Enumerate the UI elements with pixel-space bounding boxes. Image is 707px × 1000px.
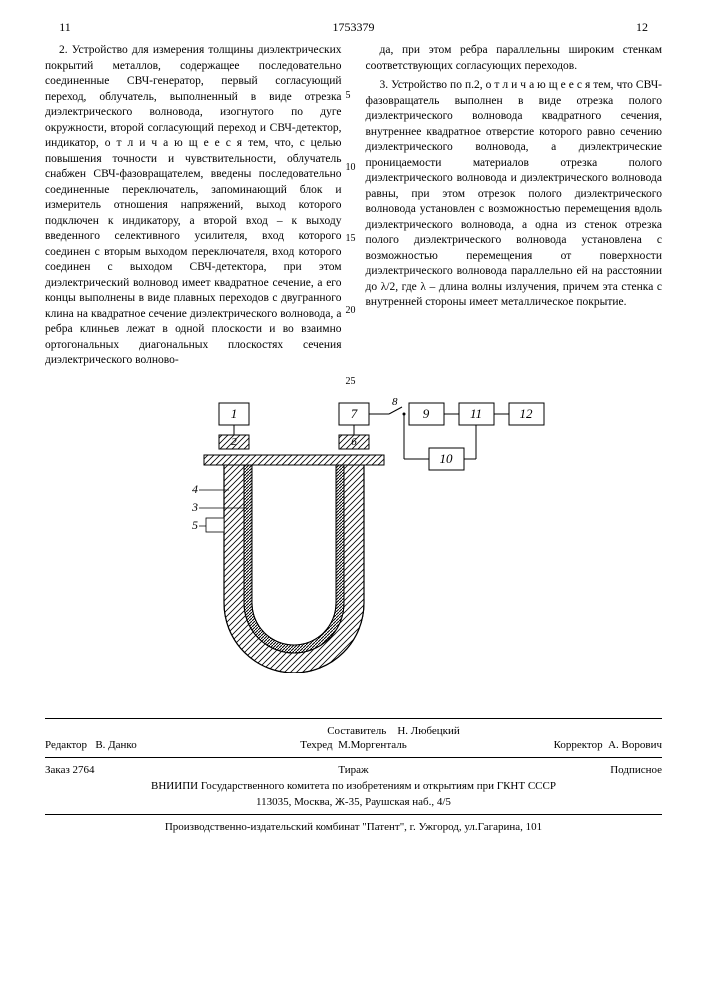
footer-corrector: Корректор А. Ворович — [456, 739, 662, 751]
box-label-9: 9 — [422, 406, 429, 421]
box-label-1: 1 — [230, 406, 237, 421]
side-label-3: 3 — [191, 500, 198, 514]
figure: 1 2 7 6 8 9 11 12 10 — [45, 393, 662, 678]
box-label-11: 11 — [469, 406, 481, 421]
claim-3-text: 3. Устройство по п.2, о т л и ч а ю щ е … — [366, 78, 663, 311]
claim-2-text: 2. Устройство для измерения толщины диэл… — [45, 43, 342, 369]
line-marker: 5 — [346, 89, 356, 103]
box-label-2: 2 — [231, 436, 237, 448]
claim-2-cont: да, при этом ребра параллельны широким с… — [366, 43, 663, 74]
page-number-left: 11 — [45, 20, 85, 35]
line-marker: 15 — [346, 232, 356, 246]
column-left: 2. Устройство для измерения толщины диэл… — [45, 43, 342, 373]
schematic-diagram: 1 2 7 6 8 9 11 12 10 — [144, 393, 564, 673]
footer-techred: Техред М.Моргенталь — [251, 739, 457, 751]
box-label-8: 8 — [392, 396, 398, 408]
side-label-5: 5 — [192, 518, 198, 532]
text-columns: 2. Устройство для измерения толщины диэл… — [45, 43, 662, 373]
header: 11 1753379 12 — [45, 20, 662, 35]
footer-editor: Редактор В. Данко — [45, 739, 251, 751]
footer-org3: Производственно-издательский комбинат "П… — [45, 821, 662, 833]
line-number-gutter: 5 10 15 20 25 — [346, 43, 356, 389]
box-label-12: 12 — [519, 406, 533, 421]
box-label-6: 6 — [351, 436, 357, 448]
line-marker: 25 — [346, 375, 356, 389]
footer-org2: 113035, Москва, Ж-35, Раушская наб., 4/5 — [45, 796, 662, 808]
footer-podpisnoe: Подписное — [456, 764, 662, 776]
line-marker: 20 — [346, 304, 356, 318]
footer-order: Заказ 2764 — [45, 764, 251, 776]
box-label-10: 10 — [439, 451, 453, 466]
line-marker: 10 — [346, 161, 356, 175]
footer: Составитель Н. Любецкий Редактор В. Данк… — [45, 718, 662, 833]
document-number: 1753379 — [85, 20, 622, 35]
box-label-7: 7 — [350, 406, 357, 421]
footer-org1: ВНИИПИ Государственного комитета по изоб… — [45, 780, 662, 792]
column-right: да, при этом ребра параллельны широким с… — [366, 43, 663, 373]
side-label-4: 4 — [192, 482, 198, 496]
footer-compiler: Составитель Н. Любецкий — [45, 725, 662, 737]
footer-tirazh: Тираж — [251, 764, 457, 776]
page-number-right: 12 — [622, 20, 662, 35]
